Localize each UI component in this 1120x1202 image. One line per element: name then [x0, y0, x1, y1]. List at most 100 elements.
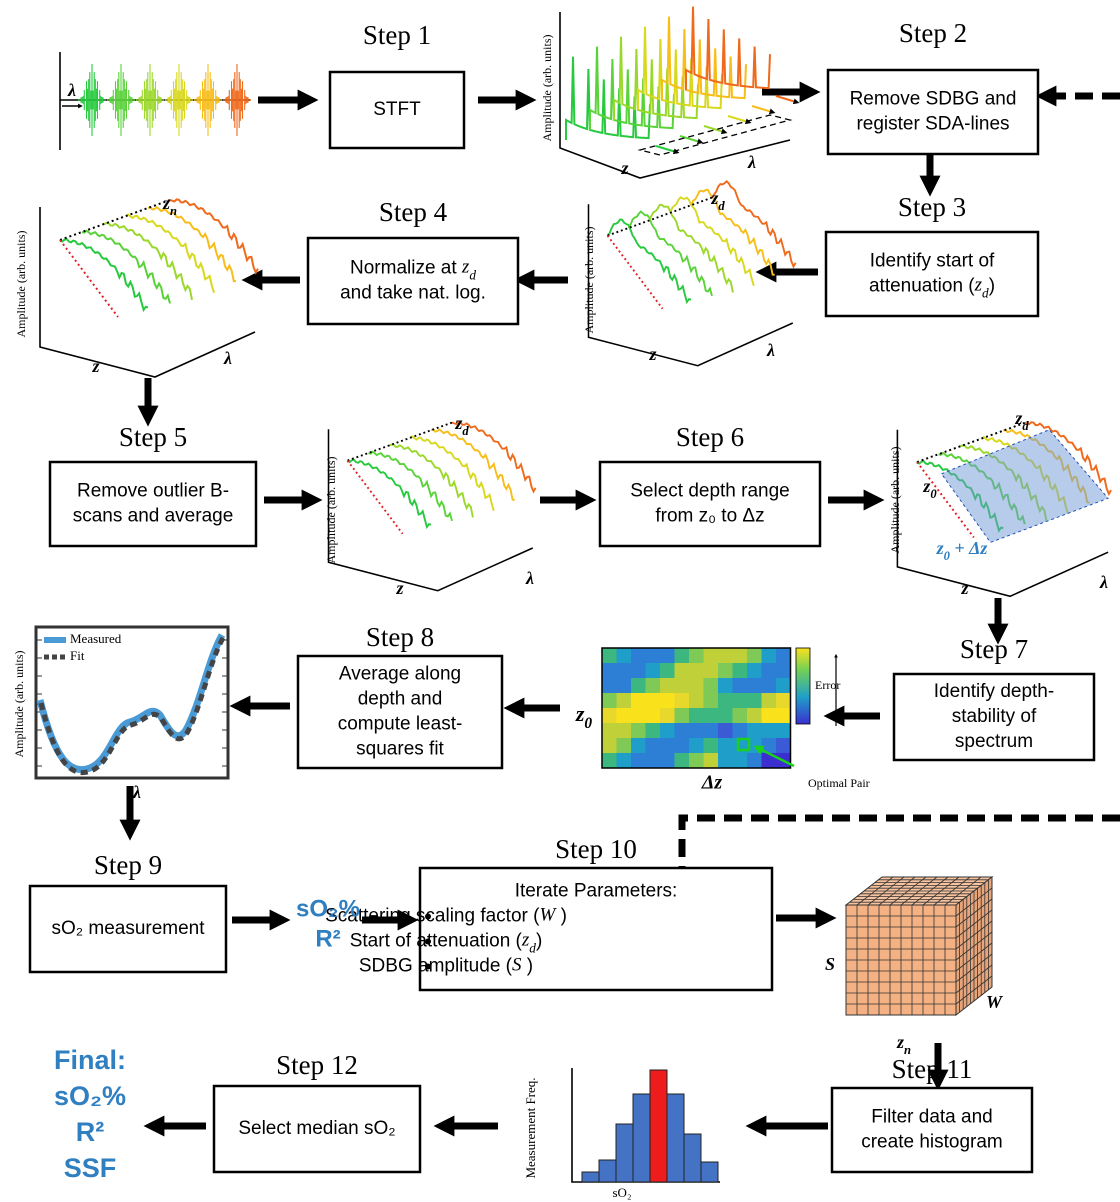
heat-cell: [747, 708, 762, 723]
arrow-small: [704, 126, 724, 132]
heat-cell: [646, 648, 661, 663]
curve: [170, 199, 258, 272]
heat-cell: [689, 708, 704, 723]
text-part: ): [536, 931, 542, 952]
label: z: [648, 344, 656, 364]
step-title: Step 9: [94, 850, 162, 880]
arrow-small: [776, 96, 796, 102]
heat-cell: [704, 753, 719, 768]
label: λ: [132, 782, 141, 802]
heat-cell: [675, 663, 690, 678]
heat-cell: [704, 708, 719, 723]
arrow-small: [728, 116, 748, 122]
text-part: z: [575, 701, 585, 726]
text-part: z: [162, 193, 170, 213]
step-bullet: Start of attenuation (zd​): [350, 930, 543, 955]
label: Optimal Pair: [808, 776, 870, 790]
curve: [410, 436, 494, 510]
label: z0​: [575, 701, 593, 732]
step: Step 3Identify start ofattenuation (zd​): [826, 192, 1038, 316]
curve: [691, 190, 775, 275]
heat-cell: [689, 723, 704, 738]
heat-cell: [631, 738, 646, 753]
dotted: [60, 240, 118, 317]
text-part: ): [989, 276, 995, 297]
heat-cell: [646, 663, 661, 678]
step-text: Select depth range: [630, 481, 790, 502]
heat-cell: [646, 678, 661, 693]
text-part: Normalize at: [350, 258, 462, 279]
step: Step 9 sO₂ measurement: [30, 850, 226, 972]
heat-cell: [660, 648, 675, 663]
label: z0​: [922, 476, 937, 501]
final-output: sO₂%: [54, 1081, 126, 1111]
colorbar: [796, 648, 810, 724]
label: λ: [223, 348, 232, 368]
heat-cell: [718, 708, 733, 723]
heat-cell: [675, 723, 690, 738]
label: λ: [1099, 572, 1108, 592]
subscript: d: [1022, 419, 1029, 433]
heat-cell: [776, 693, 791, 708]
step-title: Step 12: [276, 1050, 358, 1080]
label: z: [620, 158, 628, 178]
curve: [389, 444, 473, 517]
heat-cell: [602, 738, 617, 753]
heat-cell: [660, 678, 675, 693]
heat-cell: [747, 723, 762, 738]
step-text: Filter data and: [871, 1107, 992, 1128]
text-part: z: [936, 538, 944, 558]
heat-cell: [660, 738, 675, 753]
step-text: sO₂ measurement: [51, 918, 205, 939]
step-title: Step 10: [555, 834, 637, 864]
plot: [897, 422, 1111, 596]
heat-cell: [660, 663, 675, 678]
workflow-diagram: Step 1STFT Step 2Remove SDBG andregister …: [0, 0, 1120, 1202]
step: Step 4Normalize at zd​and take nat. log.: [308, 197, 518, 324]
subscript: n: [170, 204, 177, 218]
curve: [670, 197, 754, 285]
hist-bar: [650, 1070, 667, 1182]
heat-cell: [689, 693, 704, 708]
label: S: [825, 954, 835, 974]
plot: [329, 422, 536, 591]
step: Step 12 Select median sO₂: [214, 1050, 420, 1172]
axis-label: Measurement Freq.: [523, 1077, 538, 1178]
step-title: Step 7: [960, 634, 1028, 664]
step-title: Step 11: [892, 1054, 973, 1084]
heat-cell: [762, 708, 777, 723]
step-text: compute least-: [338, 714, 463, 735]
heat-cell: [602, 723, 617, 738]
heat-cell: [675, 753, 690, 768]
step-text: from z₀ to Δz: [655, 506, 764, 527]
curve: [628, 212, 712, 296]
heat-cell: [747, 693, 762, 708]
text-part: + Δz: [950, 538, 988, 558]
step: Step 1STFT: [330, 20, 464, 148]
heat-cell: [718, 738, 733, 753]
heat-cell: [602, 708, 617, 723]
step-text: Identify depth-: [934, 681, 1054, 702]
label: λ: [747, 152, 756, 172]
step-text: scans and average: [73, 506, 234, 527]
hist-bar: [684, 1134, 701, 1182]
heat-cell: [776, 663, 791, 678]
heat-cell: [675, 738, 690, 753]
step-box: [826, 232, 1038, 316]
heat-cell: [733, 648, 748, 663]
heat-cell: [602, 693, 617, 708]
curve: [60, 239, 148, 310]
text-part: z: [710, 188, 718, 208]
hist-bar: [633, 1094, 650, 1182]
heat-cell: [646, 753, 661, 768]
label: zd​: [710, 188, 725, 213]
hist-bar: [701, 1162, 718, 1182]
step-text: Select median sO₂: [238, 1118, 395, 1139]
text-part: attenuation (: [869, 276, 975, 297]
axis: [589, 204, 793, 366]
heat-cell: [617, 708, 632, 723]
label: W: [986, 992, 1004, 1012]
heat-cell: [733, 663, 748, 678]
